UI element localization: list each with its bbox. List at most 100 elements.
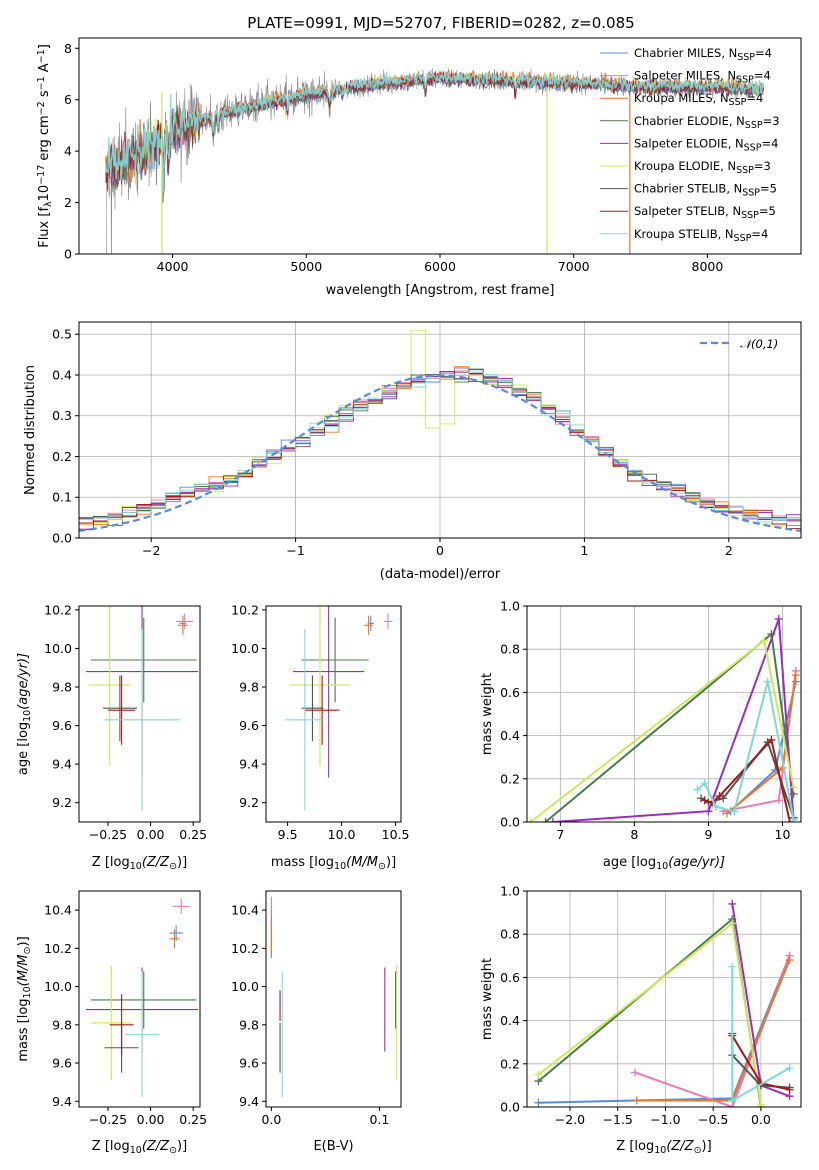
mass_vs_ebv-ytick-label: 9.4 [239, 1094, 259, 1109]
age_vs_mass-border [265, 605, 402, 823]
weight_vs_age-marker-kroupa_stelib [763, 677, 772, 686]
age_vs_z-xtick-label: 0.25 [179, 827, 207, 842]
spectrum-ylabel: Flux [fλ10−17 erg cm−2 s−1 A−1] [36, 44, 54, 248]
weight_vs_age-marker-kroupa_stelib [730, 807, 739, 816]
spectrum-xtick-label: 6000 [424, 259, 456, 274]
mass_vs_z-ytick-label: 9.4 [52, 1094, 72, 1109]
spectrum-legend-label-chabrier_miles: Chabrier MILES, NSSP=4 [634, 46, 772, 63]
mass_vs_ebv-ytick-label: 9.8 [239, 1017, 259, 1032]
weight_vs_age-marker-kroupa_stelib [789, 815, 798, 822]
age_vs_z-xlabel: Z [log10(Z/Z⊙)] [92, 855, 187, 872]
spectrum-legend-label-chabrier_elodie: Chabrier ELODIE, NSSP=3 [634, 114, 780, 131]
residuals-xtick-label: 1 [580, 543, 588, 558]
mass_vs_ebv-ytick-label: 10.2 [231, 941, 259, 956]
mass_vs_ebv-axes [270, 896, 398, 1098]
weight_vs_age-ylabel: mass weight [480, 673, 495, 755]
spectrum-legend-label-salpeter_elodie: Salpeter ELODIE, NSSP=4 [634, 136, 778, 153]
age_vs_mass-frame: 9.5 10.0 10.5 9.2 9.4 9.6 9.8 10.0 10.2 mass [log… [231, 602, 409, 871]
residuals-ytick-label: 0.5 [52, 327, 72, 342]
weight_vs_age-ytick-label: 0.8 [500, 642, 520, 657]
weight_vs_age-xtick-label: 9 [704, 827, 712, 842]
figure-title: PLATE=0991, MJD=52707, FIBERID=0282, z=0… [247, 14, 634, 32]
spectrum-xtick-label: 8000 [692, 259, 724, 274]
age_vs_z-ytick-label: 9.8 [52, 680, 72, 695]
mass_vs_z-frame: −0.25 0.00 0.25 9.4 9.6 9.8 10.0 10.2 10.4 Z [log… [16, 890, 207, 1156]
mass_vs_z-ytick-label: 9.6 [52, 1056, 72, 1071]
weight_vs_z-frame: −2.0 −1.5 −1.0 −0.5 0.0 0.0 0.2 0.4 0.6 0.8 1.0 Z [… [480, 884, 802, 1156]
residuals-ylabel: Normed distribution [23, 365, 38, 495]
weight_vs_z-xlabel: Z [log10(Z/Z⊙)] [616, 1139, 711, 1156]
spectrum-legend-label-kroupa_miles: Kroupa MILES, NSSP=4 [634, 91, 763, 108]
mass_vs_z-xlabel: Z [log10(Z/Z⊙)] [92, 1139, 187, 1156]
weight_vs_age-marker-kroupa_miles [722, 809, 731, 818]
mass_vs_ebv-xtick-label: 0.1 [369, 1112, 389, 1127]
weight_vs_z-ytick-label: 0.0 [500, 1100, 520, 1115]
age_vs_mass-plot [285, 606, 393, 811]
spectrum-ytick-label: 2 [64, 195, 72, 210]
spectrum-ytick-label: 6 [64, 92, 72, 107]
age_vs_mass-ytick-label: 9.2 [239, 795, 259, 810]
mass_vs_z-ytick-label: 10.0 [44, 979, 72, 994]
residuals-hist-kroupa_stelib [79, 371, 801, 523]
weight_vs_age-marker-salpeter_stelib [715, 792, 724, 801]
weight_vs_z-marker-kroupa_stelib [728, 962, 737, 971]
age_vs_mass-xlabel: mass [log10(M/M⊙)] [271, 855, 396, 872]
weight_vs_age-xtick-label: 10 [775, 827, 791, 842]
weight_vs_age-marker-kroupa_elodie [789, 783, 798, 792]
age_vs_z-ytick-label: 9.2 [52, 795, 72, 810]
residuals-xtick-label: −1 [286, 543, 304, 558]
age_vs_mass-xtick-label: 10.5 [382, 827, 410, 842]
spectrum-xlabel: wavelength [Angstrom, rest frame] [326, 283, 555, 298]
spectrum-axes [105, 67, 765, 254]
mass_vs_z-plot [85, 898, 199, 1098]
weight_vs_age-frame: 7 8 9 10 0.0 0.2 0.4 0.6 0.8 1.0 age [log10(age/yr… [480, 599, 802, 872]
weight_vs_z-xtick-label: −2.0 [555, 1112, 585, 1127]
spectrum-legend-label-kroupa_stelib: Kroupa STELIB, NSSP=4 [634, 227, 768, 244]
residuals-normal-curve [79, 374, 801, 532]
weight_vs_z-marker-chabrier_miles [534, 1098, 543, 1107]
weight_vs_age-xtick-label: 8 [630, 827, 638, 842]
residuals-frame: −2 −1 0 1 2 0.0 0.1 0.2 0.3 0.4 0.5 (data-model)/er… [23, 321, 802, 582]
weight_vs_age-ytick-label: 0.6 [500, 685, 520, 700]
age_vs_z-plot [85, 606, 199, 811]
weight_vs_age-marker-kroupa_miles [791, 671, 800, 680]
residuals-ytick-label: 0.3 [52, 408, 72, 423]
spectrum-ytick-label: 4 [64, 144, 72, 159]
weight_vs_age-line-salpeter_elodie [552, 618, 795, 822]
weight_vs_z-marker-kroupa_elodie [756, 1100, 765, 1107]
residuals-ytick-label: 0.4 [52, 367, 72, 382]
weight_vs_z-xtick-label: −0.5 [698, 1112, 728, 1127]
weight_vs_age-xtick-label: 7 [556, 827, 564, 842]
age_vs_z-border [78, 605, 201, 823]
weight_vs_z-marker-salpeter_elodie [728, 899, 737, 908]
spectrum-frame: 4000 5000 6000 7000 8000 0 2 4 6 8 wavelength [Ang… [36, 37, 802, 298]
weight_vs_age-marker-salpeter_elodie [548, 818, 557, 822]
age_vs_z-xtick-label: 0.00 [137, 827, 165, 842]
age_vs_z-axes [85, 606, 199, 811]
spectrum-legend-label-salpeter_miles: Salpeter MILES, NSSP=4 [634, 69, 771, 86]
mass_vs_z-xtick-label: 0.25 [179, 1112, 207, 1127]
mass_vs_ebv-frame: 0.0 0.1 9.4 9.6 9.8 10.0 10.2 10.4 E(B-V) [231, 890, 402, 1154]
mass_vs_ebv-xtick-label: 0.0 [261, 1112, 281, 1127]
weight_vs_age-ytick-label: 0.0 [500, 815, 520, 830]
mass_vs_z-xtick-label: −0.25 [89, 1112, 127, 1127]
weight_vs_age-marker-kroupa_stelib [711, 802, 720, 811]
age_vs_mass-ytick-label: 9.4 [239, 757, 259, 772]
weight_vs_z-ytick-label: 0.6 [500, 970, 520, 985]
weight_vs_z-border [526, 890, 802, 1108]
weight_vs_age-plot [527, 614, 800, 822]
age_vs_mass-ytick-label: 10.2 [231, 602, 259, 617]
age_vs_mass-ytick-label: 9.6 [239, 718, 259, 733]
weight_vs_age-line-kroupa_stelib [696, 681, 795, 820]
weight_vs_z-marker-kroupa_miles [785, 956, 794, 965]
age_vs_z-frame: −0.25 0.00 0.25 9.2 9.4 9.6 9.8 10.0 10.2 Z [log1… [16, 602, 207, 871]
age_vs_z-ytick-label: 9.4 [52, 757, 72, 772]
age_vs_mass-axes [285, 606, 393, 811]
weight_vs_z-marker-kroupa_stelib [785, 1064, 794, 1073]
age_vs_z-ytick-label: 9.6 [52, 718, 72, 733]
age_vs_mass-ytick-label: 9.8 [239, 680, 259, 695]
mass_vs_z-xtick-label: 0.00 [137, 1112, 165, 1127]
weight_vs_age-border [526, 605, 802, 823]
weight_vs_age-marker-salpeter_stelib [767, 735, 776, 744]
